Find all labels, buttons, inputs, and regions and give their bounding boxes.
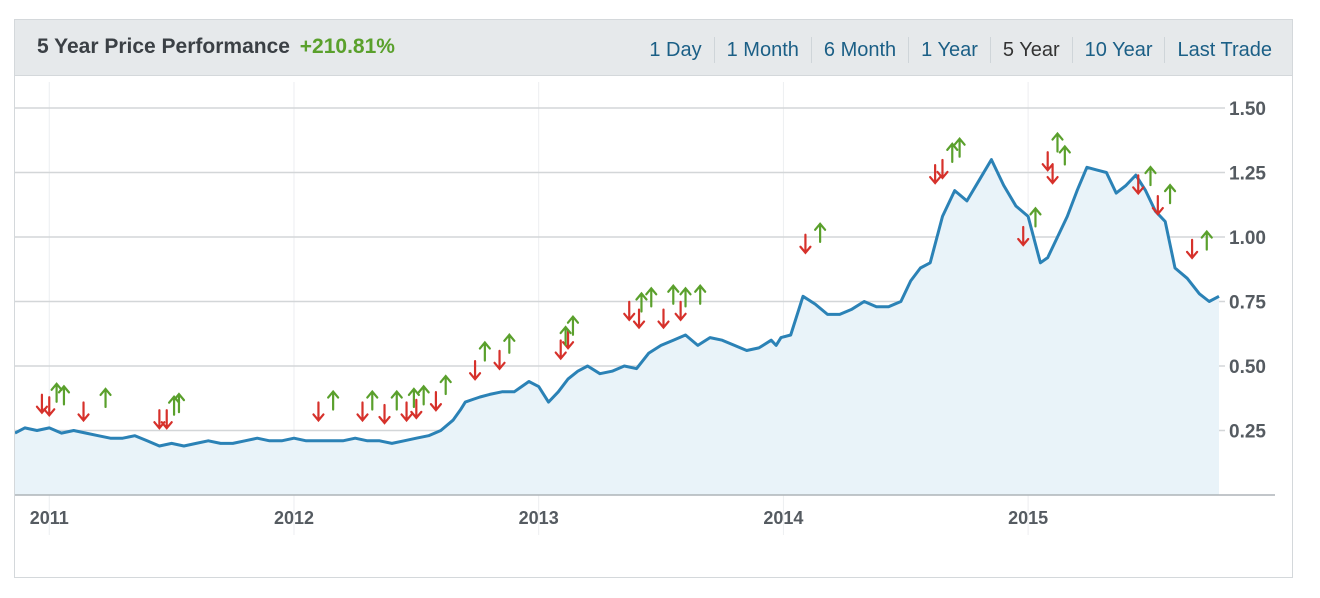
down-arrow-icon[interactable] <box>493 349 506 371</box>
up-arrow-icon[interactable] <box>953 136 966 158</box>
y-tick-label: 0.50 <box>1229 357 1266 378</box>
up-arrow-icon[interactable] <box>390 389 403 411</box>
down-arrow-icon[interactable] <box>410 398 423 420</box>
range-6-month[interactable]: 6 Month <box>812 37 910 63</box>
down-arrow-icon[interactable] <box>1132 174 1145 196</box>
up-arrow-icon[interactable] <box>478 340 491 362</box>
up-arrow-icon[interactable] <box>417 384 430 406</box>
x-tick-label: 2013 <box>519 508 559 528</box>
down-arrow-icon[interactable] <box>623 300 636 322</box>
chart-header: 5 Year Price Performance +210.81% 1 Day … <box>15 20 1292 76</box>
title-text: 5 Year Price Performance <box>37 35 290 58</box>
range-last-trade[interactable]: Last Trade <box>1177 39 1272 61</box>
up-arrow-icon[interactable] <box>946 142 959 163</box>
up-arrow-icon[interactable] <box>439 374 452 396</box>
price-chart: 0.25 0.50 0.75 1.00 1.25 1.50 2011 2012 2013 2014… <box>15 76 1275 535</box>
up-arrow-icon[interactable] <box>503 333 516 354</box>
down-arrow-icon[interactable] <box>160 409 173 430</box>
down-arrow-icon[interactable] <box>554 339 567 361</box>
price-line <box>15 158 1220 448</box>
up-arrow-icon[interactable] <box>694 284 707 305</box>
down-arrow-icon[interactable] <box>1046 163 1059 185</box>
down-arrow-icon[interactable] <box>1151 194 1164 216</box>
down-arrow-icon[interactable] <box>77 401 90 423</box>
up-arrow-icon[interactable] <box>327 389 340 411</box>
up-arrow-icon[interactable] <box>635 291 648 313</box>
down-arrow-icon[interactable] <box>312 401 325 423</box>
y-tick-label: 1.00 <box>1229 228 1266 249</box>
up-arrow-icon[interactable] <box>99 387 112 409</box>
x-tick-label: 2014 <box>763 508 803 528</box>
up-arrow-icon[interactable] <box>679 286 692 308</box>
range-1-year[interactable]: 1 Year <box>909 37 991 63</box>
down-arrow-icon[interactable] <box>468 360 482 381</box>
up-arrow-icon[interactable] <box>1200 229 1213 251</box>
time-range-selector: 1 Day 1 Month 6 Month 1 Year 5 Year 10 Y… <box>637 37 1284 63</box>
down-arrow-icon[interactable] <box>632 308 646 330</box>
y-tick-label: 1.25 <box>1229 164 1266 185</box>
down-arrow-icon[interactable] <box>43 396 56 417</box>
x-tick-label: 2011 <box>30 508 69 528</box>
down-arrow-icon[interactable] <box>1017 225 1030 247</box>
x-tick-label: 2015 <box>1008 508 1048 528</box>
down-arrow-icon[interactable] <box>400 401 413 423</box>
y-tick-label: 0.75 <box>1229 293 1266 314</box>
up-arrow-icon[interactable] <box>172 392 186 414</box>
up-arrow-icon[interactable] <box>645 286 658 308</box>
up-arrow-icon[interactable] <box>566 315 580 336</box>
down-arrow-icon[interactable] <box>429 391 443 412</box>
price-area <box>15 159 1219 495</box>
up-arrow-icon[interactable] <box>559 325 572 347</box>
up-arrow-icon[interactable] <box>1051 131 1064 153</box>
x-tick-label: 2012 <box>274 508 314 528</box>
up-arrow-icon[interactable] <box>50 382 63 403</box>
up-arrow-icon[interactable] <box>1058 144 1071 166</box>
up-arrow-icon[interactable] <box>1029 206 1042 228</box>
range-1-day[interactable]: 1 Day <box>637 37 715 63</box>
down-arrow-icon[interactable] <box>674 300 687 322</box>
range-10-year[interactable]: 10 Year <box>1073 37 1166 63</box>
up-arrow-icon[interactable] <box>407 387 420 409</box>
down-arrow-icon[interactable] <box>35 393 49 415</box>
chart-title: 5 Year Price Performance +210.81% <box>37 35 395 59</box>
up-arrow-icon[interactable] <box>366 389 379 411</box>
down-arrow-icon[interactable] <box>356 401 369 423</box>
y-tick-label: 1.50 <box>1229 99 1266 120</box>
up-arrow-icon[interactable] <box>814 222 827 243</box>
range-1-month[interactable]: 1 Month <box>715 37 812 63</box>
down-arrow-icon[interactable] <box>799 233 812 255</box>
down-arrow-icon[interactable] <box>657 308 670 330</box>
down-arrow-icon[interactable] <box>1185 238 1199 260</box>
up-arrow-icon[interactable] <box>1144 165 1157 187</box>
range-5-year[interactable]: 5 Year <box>991 37 1073 63</box>
up-arrow-icon[interactable] <box>667 284 680 305</box>
down-arrow-icon[interactable] <box>1041 151 1054 172</box>
down-arrow-icon[interactable] <box>929 163 942 185</box>
chart-panel: 5 Year Price Performance +210.81% 1 Day … <box>14 19 1293 578</box>
down-arrow-icon[interactable] <box>378 403 391 425</box>
down-arrow-icon[interactable] <box>936 158 949 180</box>
up-arrow-icon[interactable] <box>1163 183 1177 205</box>
performance-change: +210.81% <box>299 35 395 58</box>
y-tick-label: 0.25 <box>1229 422 1266 443</box>
up-arrow-icon[interactable] <box>57 384 71 406</box>
